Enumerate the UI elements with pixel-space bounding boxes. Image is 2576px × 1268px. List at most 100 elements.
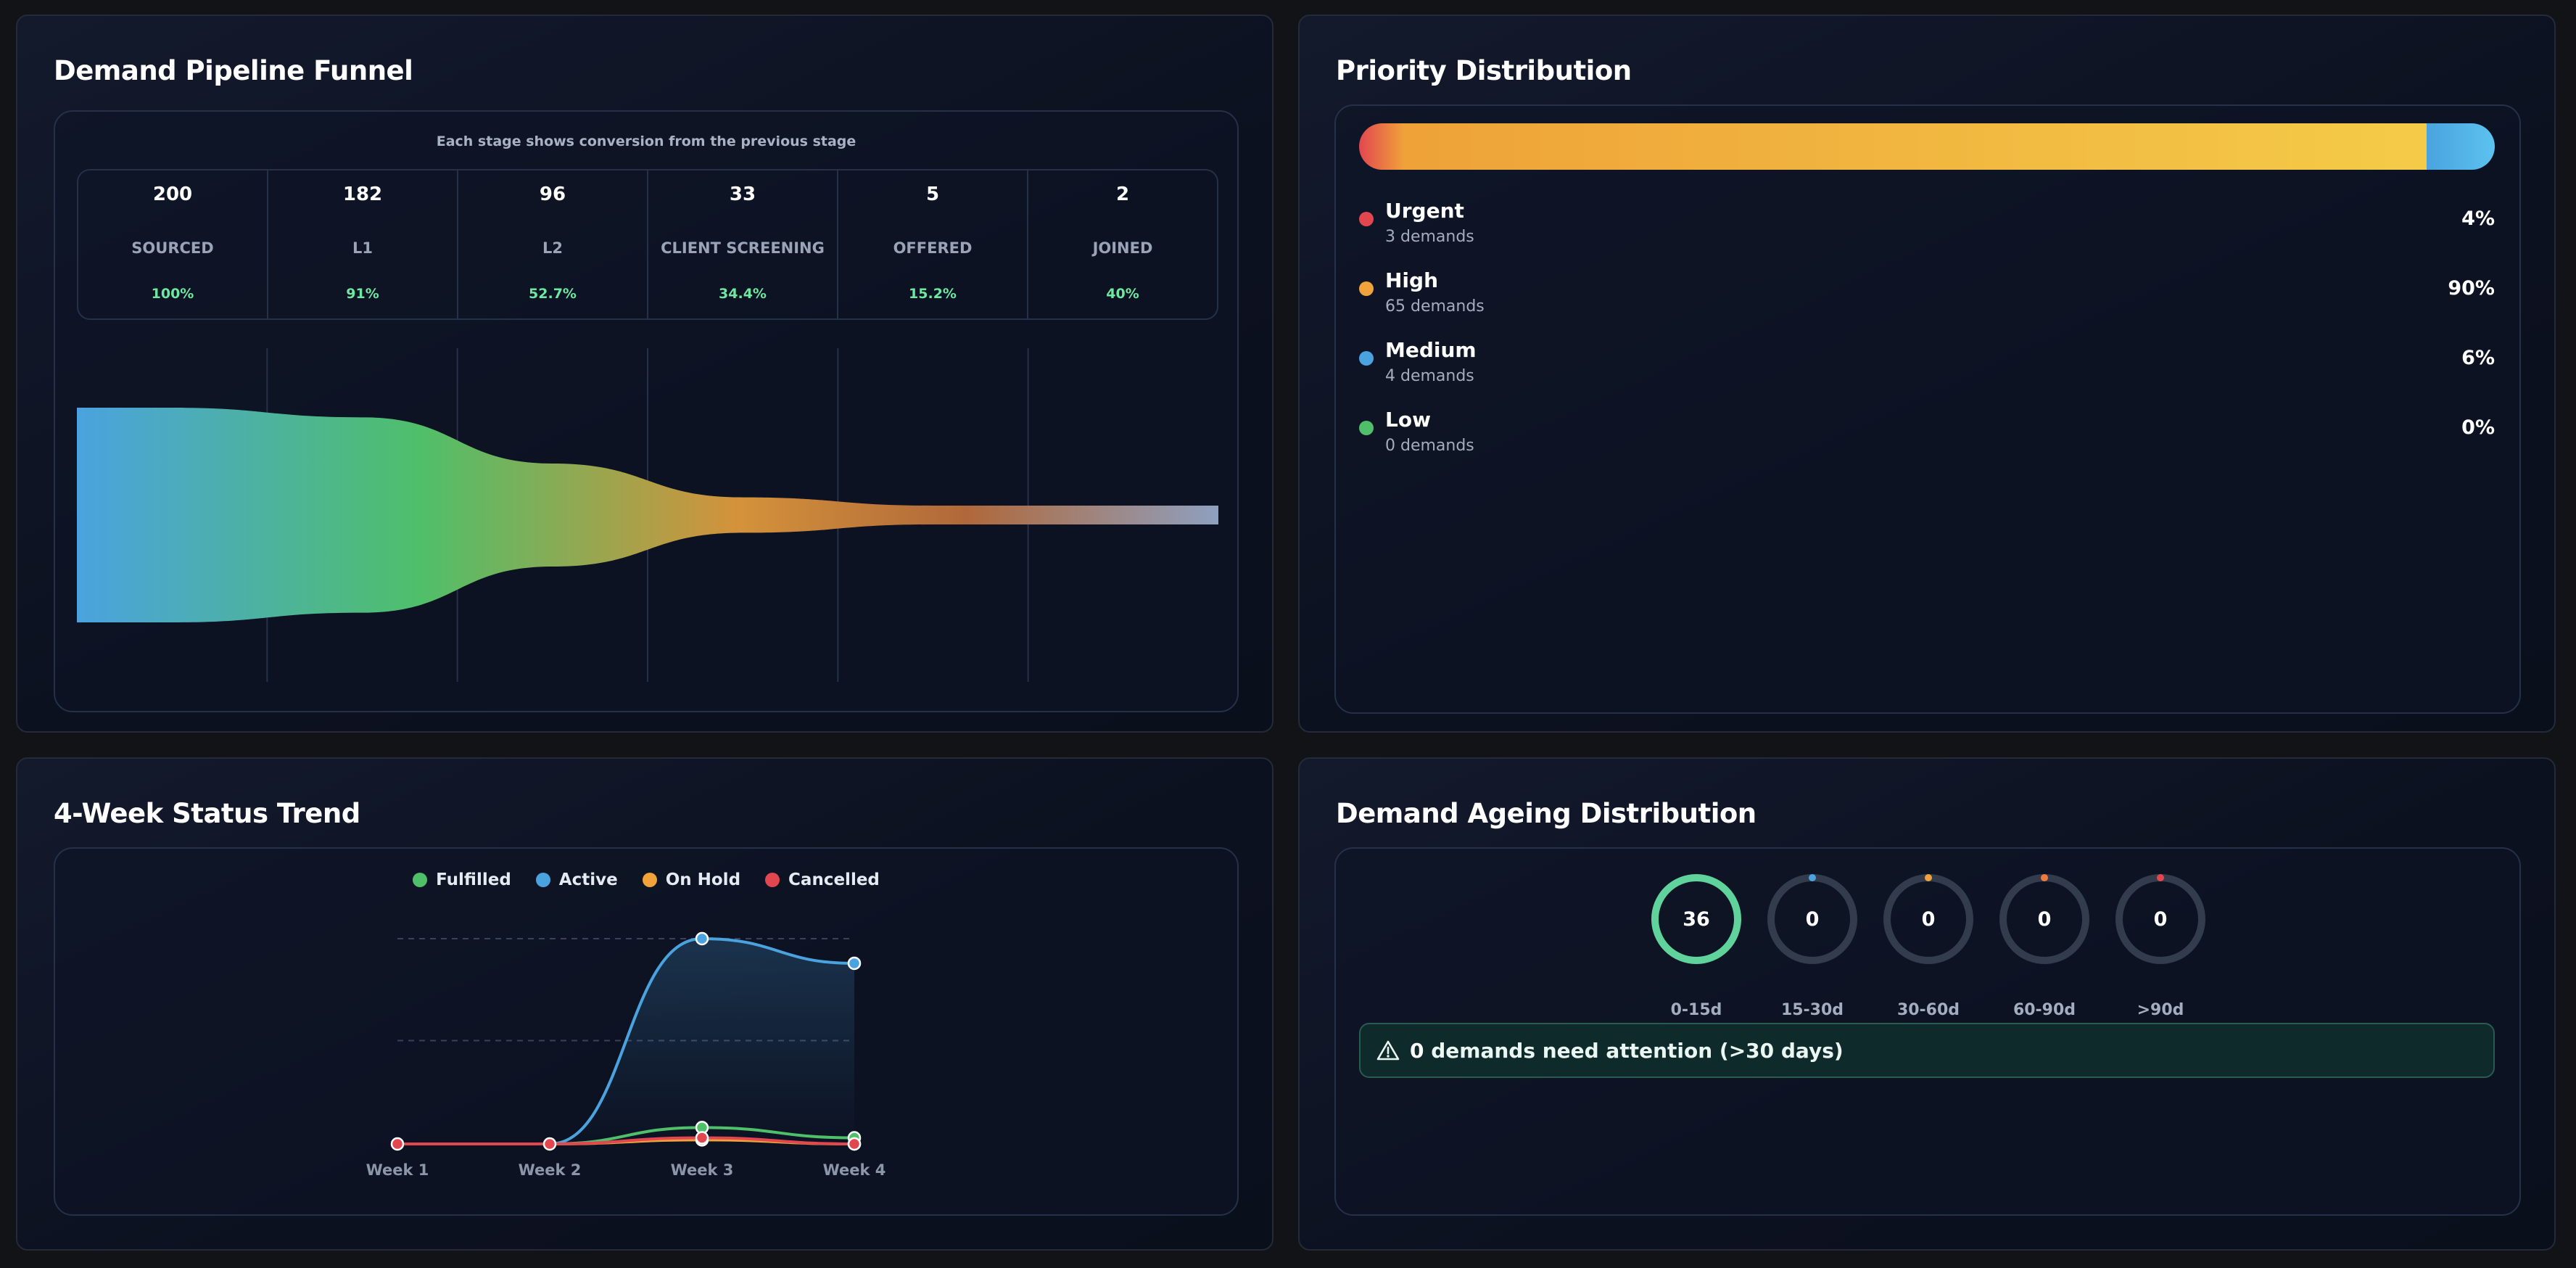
priority-count: 4 demands — [1385, 367, 1474, 385]
priority-title: Priority Distribution — [1336, 55, 1632, 86]
ring-value: 0 — [1805, 907, 1820, 931]
stage-count: 200 — [152, 184, 193, 205]
high-dot — [1359, 281, 1374, 296]
stage-label: OFFERED — [893, 239, 973, 257]
ring-label: 30-60d — [1896, 1001, 1960, 1019]
ageing-ring-30-60d: 0 30-60d — [1883, 873, 1974, 1019]
ring-value: 0 — [2037, 907, 2052, 931]
ring-label: 15-30d — [1780, 1001, 1844, 1019]
priority-card: Priority Distribution Urgent 3 demands 4… — [1298, 15, 2556, 733]
stage-count: 5 — [925, 184, 940, 205]
data-point[interactable] — [847, 956, 862, 971]
ring-marker — [2157, 874, 2164, 881]
ageing-title: Demand Ageing Distribution — [1336, 798, 1756, 829]
legend-item-active[interactable]: Active — [535, 870, 618, 889]
funnel-title: Demand Pipeline Funnel — [54, 55, 413, 86]
stage-count: 33 — [729, 184, 756, 205]
legend-label: On Hold — [665, 870, 741, 889]
priority-percent: 4% — [2461, 207, 2495, 230]
x-tick-label: Week 2 — [519, 1161, 582, 1179]
stage-conversion: 100% — [151, 286, 194, 302]
ring-chart — [1883, 874, 1973, 964]
ring-chart — [2115, 874, 2205, 964]
stage-conversion: 91% — [346, 286, 379, 302]
data-point[interactable] — [695, 1131, 709, 1145]
stage-conversion: 15.2% — [909, 286, 957, 302]
legend-item-cancelled[interactable]: Cancelled — [765, 870, 880, 889]
stage-l1: 182 L1 91% — [268, 170, 458, 318]
series-line-cancelled — [397, 1136, 855, 1145]
attention-message: demands need attention (>30 days) — [1431, 1038, 1844, 1063]
ring-chart — [1767, 874, 1857, 964]
priority-count: 3 demands — [1385, 228, 1474, 246]
legend-item-fulfilled[interactable]: Fulfilled — [413, 870, 511, 889]
priority-percent: 0% — [2461, 416, 2495, 439]
funnel-panel: Each stage shows conversion from the pre… — [54, 110, 1239, 712]
stage-label: SOURCED — [131, 239, 214, 257]
ring-label: 0-15d — [1670, 1001, 1722, 1019]
funnel-flow-shape — [77, 408, 1218, 622]
legend-dot — [642, 873, 657, 887]
funnel-card: Demand Pipeline Funnel Each stage shows … — [16, 15, 1273, 733]
urgent-dot — [1359, 212, 1374, 226]
trend-title: 4-Week Status Trend — [54, 798, 360, 829]
x-tick-label: Week 4 — [823, 1161, 886, 1179]
stage-joined: 2 JOINED 40% — [1028, 170, 1217, 318]
legend-label: Fulfilled — [436, 870, 511, 889]
stage-count: 96 — [539, 184, 566, 205]
funnel-flow-chart — [77, 348, 1218, 682]
ageing-panel: 36 0-15d 0 15-30d 0 30-60d 0 60- — [1334, 847, 2521, 1216]
priority-name: Medium — [1385, 338, 1477, 362]
data-point[interactable] — [390, 1137, 405, 1151]
x-tick-label: Week 3 — [671, 1161, 734, 1179]
stage-l2: 96 L2 52.7% — [458, 170, 648, 318]
priority-name: High — [1385, 268, 1439, 292]
stage-sourced: 200 SOURCED 100% — [78, 170, 268, 318]
attention-alert: 0 demands need attention (>30 days) — [1359, 1023, 2495, 1078]
ring-marker — [1809, 874, 1816, 881]
legend-label: Active — [558, 870, 618, 889]
stage-label: JOINED — [1092, 239, 1153, 257]
ring-label: >90d — [2137, 1001, 2184, 1019]
ring-arc — [1651, 874, 1741, 964]
ring-value: 0 — [2153, 907, 2168, 931]
priority-name: Urgent — [1385, 199, 1464, 223]
ageing-ring-15-30d: 0 15-30d — [1767, 873, 1858, 1019]
stage-count: 2 — [1115, 184, 1130, 205]
ring-label: 60-90d — [2012, 1001, 2076, 1019]
ring-marker — [2041, 874, 2048, 881]
ring-value: 0 — [1921, 907, 1936, 931]
x-tick-label: Week 1 — [366, 1161, 429, 1179]
stage-label: L1 — [352, 239, 373, 257]
trend-card: 4-Week Status Trend Week 1 Week 2 Week 3 We… — [16, 757, 1273, 1251]
stage-offered: 5 OFFERED 15.2% — [838, 170, 1028, 318]
warning-icon — [1376, 1040, 1400, 1061]
legend-dot — [765, 873, 780, 887]
funnel-stage-grid: 200 SOURCED 100% 182 L1 91% 96 L2 52.7% … — [77, 169, 1218, 320]
priority-segment-high — [1404, 123, 2427, 170]
ageing-ring-0-15d: 36 0-15d — [1651, 873, 1742, 1019]
ring-marker — [1925, 874, 1932, 881]
priority-row-high: High 65 demands 90% — [1359, 261, 2495, 319]
stage-conversion: 34.4% — [719, 286, 767, 302]
priority-stacked-bar — [1359, 123, 2495, 170]
legend-item-on-hold[interactable]: On Hold — [642, 870, 741, 889]
ring-chart — [1651, 874, 1741, 964]
low-dot — [1359, 421, 1374, 435]
ageing-card: Demand Ageing Distribution 36 0-15d 0 15… — [1298, 757, 2556, 1251]
medium-dot — [1359, 351, 1374, 366]
trend-legend: Fulfilled Active On Hold Cancelled — [55, 870, 1237, 889]
stage-label: CLIENT SCREENING — [661, 239, 825, 257]
ageing-ring-90d-plus: 0 >90d — [2115, 873, 2206, 1019]
data-point[interactable] — [695, 931, 709, 946]
data-point[interactable] — [542, 1137, 557, 1151]
stage-client-screening: 33 CLIENT SCREENING 34.4% — [648, 170, 838, 318]
priority-count: 65 demands — [1385, 297, 1485, 316]
data-point[interactable] — [847, 1137, 862, 1151]
priority-row-urgent: Urgent 3 demands 4% — [1359, 192, 2495, 250]
legend-label: Cancelled — [788, 870, 880, 889]
ring-chart — [1999, 874, 2089, 964]
attention-text: 0 demands need attention (>30 days) — [1410, 1039, 1844, 1063]
priority-percent: 6% — [2461, 347, 2495, 369]
stage-conversion: 52.7% — [529, 286, 577, 302]
